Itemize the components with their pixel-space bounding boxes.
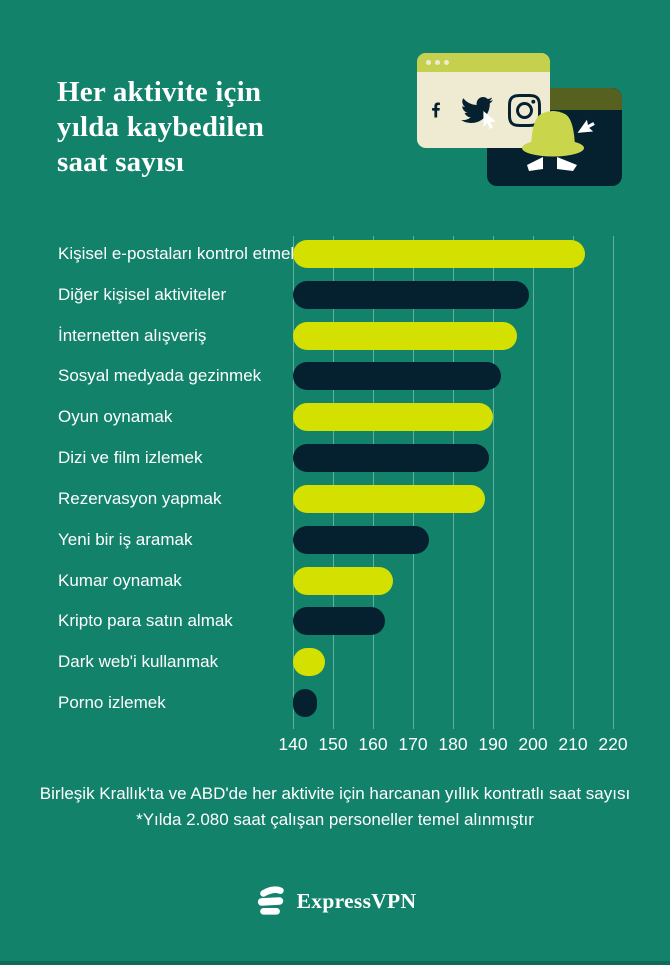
- bar: [293, 281, 529, 309]
- footnote-line-1: Birleşik Krallık'ta ve ABD'de her aktivi…: [39, 784, 631, 803]
- gridline: [293, 236, 294, 729]
- gridline: [333, 236, 334, 729]
- bar: [293, 403, 493, 431]
- title-line-3: saat sayısı: [57, 146, 185, 179]
- bar-label: Dark web'i kullanmak: [58, 652, 219, 671]
- footnote-line-2: *Yılda 2.080 saat çalışan personeller te…: [136, 810, 534, 829]
- axis-tick-label: 170: [398, 734, 428, 754]
- bar: [293, 526, 429, 554]
- browser-window-illustration: [417, 53, 550, 148]
- chart-row: Diğer kişisel aktiviteler: [0, 281, 670, 309]
- window-dot: [426, 60, 431, 65]
- chart-row: Oyun oynamak: [0, 403, 670, 431]
- bar-label: Dizi ve film izlemek: [58, 448, 203, 467]
- spy-incognito-icon: [522, 111, 584, 171]
- bar-label: Diğer kişisel aktiviteler: [58, 285, 227, 304]
- title-line-2: yılda kaybedilen: [57, 111, 265, 144]
- chart-row: Dark web'i kullanmak: [0, 648, 670, 676]
- window-dot: [444, 60, 449, 65]
- chart-row: Kişisel e-postaları kontrol etmek: [0, 240, 670, 268]
- chart-row: Yeni bir iş aramak: [0, 526, 670, 554]
- gridline: [373, 236, 374, 729]
- title-line-1: Her aktivite için: [57, 76, 262, 109]
- bar-label: Kumar oynamak: [58, 571, 182, 590]
- bar-label: Sosyal medyada gezinmek: [58, 366, 262, 385]
- gridline: [493, 236, 494, 729]
- axis-tick-label: 220: [598, 734, 628, 754]
- bar: [293, 607, 385, 635]
- axis-tick-label: 190: [478, 734, 508, 754]
- bottom-edge-strip: [0, 961, 670, 965]
- chart-row: Kripto para satın almak: [0, 607, 670, 635]
- spy-eye-right: [557, 157, 577, 171]
- bar-label: İnternetten alışveriş: [58, 326, 207, 345]
- axis-tick-label: 210: [558, 734, 588, 754]
- chart-footnote: Birleşik Krallık'ta ve ABD'de her aktivi…: [0, 781, 670, 833]
- axis-tick-label: 160: [358, 734, 388, 754]
- gridline: [453, 236, 454, 729]
- facebook-icon: [432, 102, 440, 118]
- spy-eye-left: [527, 157, 543, 171]
- cursor-icon: [483, 111, 496, 129]
- bar: [293, 240, 585, 268]
- axis-tick-label: 200: [518, 734, 548, 754]
- bar: [293, 567, 393, 595]
- gridline: [533, 236, 534, 729]
- chart-row: Porno izlemek: [0, 689, 670, 717]
- bar: [293, 689, 317, 717]
- gridline: [413, 236, 414, 729]
- chart-row: Dizi ve film izlemek: [0, 444, 670, 472]
- gridline: [613, 236, 614, 729]
- brand-footer: ExpressVPN: [0, 885, 670, 917]
- spy-hat-crown: [531, 111, 575, 147]
- axis-tick-label: 150: [318, 734, 348, 754]
- chart-row: İnternetten alışveriş: [0, 322, 670, 350]
- brand-wordmark: ExpressVPN: [296, 888, 417, 913]
- window-dot: [435, 60, 440, 65]
- chart-row: Kumar oynamak: [0, 567, 670, 595]
- bar: [293, 648, 325, 676]
- bar: [293, 362, 501, 390]
- browser-titlebar: [417, 53, 550, 72]
- instagram-icon: [508, 93, 541, 127]
- bar-label: Rezervasyon yapmak: [58, 489, 222, 508]
- chart-row: Rezervasyon yapmak: [0, 485, 670, 513]
- bar: [293, 444, 489, 472]
- page-title: Her aktivite için yılda kaybedilen saat …: [57, 75, 357, 180]
- bar-label: Yeni bir iş aramak: [58, 530, 193, 549]
- bar-label: Kişisel e-postaları kontrol etmek: [58, 244, 299, 263]
- bar-label: Kripto para satın almak: [58, 611, 233, 630]
- bar: [293, 485, 485, 513]
- cursor-icon: [577, 119, 595, 133]
- axis-tick-label: 140: [278, 734, 308, 754]
- chart-row: Sosyal medyada gezinmek: [0, 362, 670, 390]
- bar-label: Oyun oynamak: [58, 407, 173, 426]
- bar-label: Porno izlemek: [58, 693, 166, 712]
- axis-tick-label: 180: [438, 734, 468, 754]
- bar: [293, 322, 517, 350]
- expressvpn-logo-icon: [257, 886, 284, 915]
- gridline: [573, 236, 574, 729]
- spy-hat-brim: [522, 139, 584, 157]
- chart-plot-area: [293, 236, 614, 729]
